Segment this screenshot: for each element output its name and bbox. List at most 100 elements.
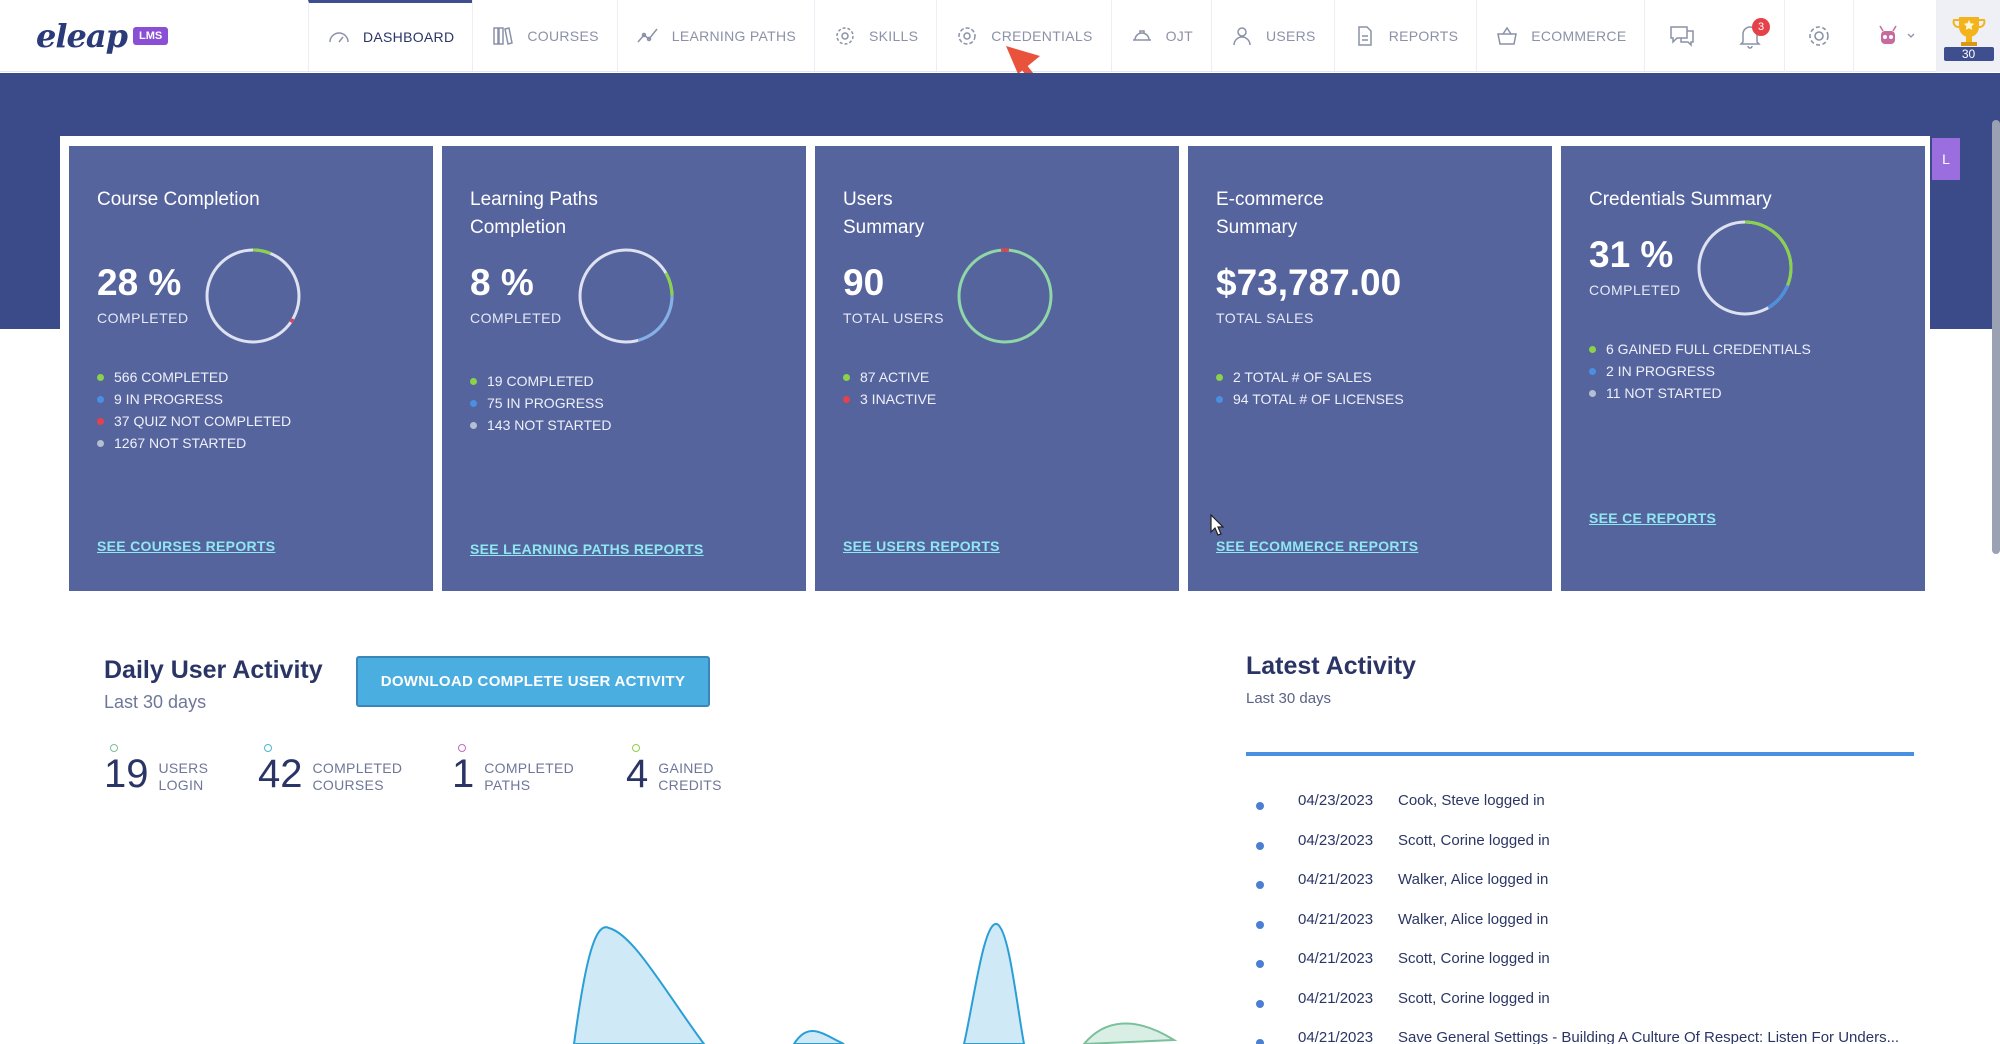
- stat-completed-paths: 1 COMPLETED PATHS: [452, 744, 584, 796]
- nav-dashboard[interactable]: DASHBOARD: [308, 0, 473, 71]
- card-metric: 8 %: [470, 262, 534, 303]
- legend-item: 75 IN PROGRESS: [470, 392, 778, 414]
- see-ce-reports-link[interactable]: SEE CE REPORTS: [1589, 510, 1717, 526]
- activity-date: 04/23/2023: [1298, 831, 1374, 849]
- learning-paths-completion-card: Learning Paths Completion 8 % COMPLETED …: [442, 146, 806, 591]
- points-count: 30: [1943, 47, 1994, 61]
- page-scrollbar[interactable]: [1992, 120, 2000, 554]
- stat-value: 1: [452, 752, 475, 796]
- logo[interactable]: eleap LMS: [0, 0, 308, 71]
- legend-item: 37 QUIZ NOT COMPLETED: [97, 410, 405, 432]
- legend-dot: [97, 373, 104, 381]
- list-item[interactable]: 04/21/2023 Save General Settings - Buildi…: [1246, 1029, 1914, 1044]
- trophy-points[interactable]: 30: [1936, 0, 2000, 72]
- books-icon: [493, 26, 514, 45]
- card-metric-label: TOTAL USERS: [843, 310, 944, 326]
- legend-text: 143 NOT STARTED: [487, 417, 612, 433]
- lms-badge: LMS: [132, 26, 169, 45]
- user-menu-button[interactable]: [1853, 0, 1936, 72]
- list-item[interactable]: 04/21/2023 Scott, Corine logged in: [1246, 950, 1914, 990]
- list-item[interactable]: 04/21/2023 Walker, Alice logged in: [1246, 871, 1914, 911]
- settings-button[interactable]: [1784, 0, 1853, 72]
- list-item[interactable]: 04/21/2023 Walker, Alice logged in: [1246, 911, 1914, 951]
- see-learning-paths-reports-link[interactable]: SEE LEARNING PATHS REPORTS: [470, 541, 704, 557]
- card-title: Users Summary: [843, 189, 925, 238]
- see-ecommerce-reports-link[interactable]: SEE ECOMMERCE REPORTS: [1216, 538, 1419, 554]
- list-item[interactable]: 04/21/2023 Scott, Corine logged in: [1246, 990, 1914, 1030]
- list-item[interactable]: 04/23/2023 Cook, Steve logged in: [1246, 792, 1914, 832]
- card-metric: 90: [843, 262, 885, 303]
- messages-button[interactable]: [1648, 0, 1716, 72]
- top-right-actions: 3 30: [1648, 0, 2000, 72]
- nav-ecommerce[interactable]: ECOMMERCE: [1476, 0, 1646, 71]
- legend-item: 87 ACTIVE: [843, 366, 1151, 388]
- nav-ojt[interactable]: OJT: [1110, 0, 1211, 71]
- legend-text: 2 IN PROGRESS: [1606, 363, 1715, 379]
- main-nav: DASHBOARD COURSES LEARNING PATHS SKILLS …: [308, 0, 1646, 71]
- download-user-activity-button[interactable]: DOWNLOAD COMPLETE USER ACTIVITY: [356, 656, 710, 707]
- legend-dot: [843, 395, 850, 403]
- nav-label: DASHBOARD: [363, 29, 455, 45]
- card-metric-label: COMPLETED: [97, 310, 189, 326]
- legend-dot: [1589, 389, 1596, 397]
- users-summary-card: Users Summary 90 TOTAL USERS 87 ACTIVE 3…: [815, 146, 1179, 591]
- learning-paths-donut: [578, 248, 674, 344]
- see-courses-reports-link[interactable]: SEE COURSES REPORTS: [97, 538, 276, 554]
- activity-text: Walker, Alice logged in: [1398, 871, 1549, 888]
- trend-line-icon: [637, 28, 658, 42]
- legend-text: 1267 NOT STARTED: [114, 435, 247, 451]
- legend-dot: [1589, 367, 1596, 375]
- course-completion-card: Course Completion 28 % COMPLETED 566 COM…: [69, 146, 433, 591]
- stat-value: 19: [104, 752, 149, 796]
- card-metric-label: COMPLETED: [1589, 282, 1681, 298]
- bullet: [1256, 960, 1264, 968]
- legend-dot: [97, 395, 104, 403]
- legend-item: 3 INACTIVE: [843, 388, 1151, 410]
- stat-label: COMPLETED PATHS: [484, 760, 575, 793]
- activity-area-1: [572, 926, 706, 1044]
- activity-area-2: [792, 1030, 845, 1044]
- activity-text: Scott, Corine logged in: [1398, 831, 1550, 849]
- card-title: Learning Paths Completion: [470, 189, 598, 238]
- bullet: [1256, 920, 1264, 929]
- top-navigation-bar: eleap LMS DASHBOARD COURSES LEARNING PAT…: [0, 0, 2000, 72]
- legend-item: 2 IN PROGRESS: [1589, 360, 1897, 382]
- avatar-robot-icon: [1879, 25, 1897, 44]
- legend-dot: [1216, 373, 1223, 381]
- basket-icon: [1497, 26, 1518, 45]
- nav-courses[interactable]: COURSES: [472, 0, 616, 71]
- gear-cog-icon: [836, 26, 854, 45]
- card-metric: 28 %: [97, 262, 182, 303]
- nav-users[interactable]: USERS: [1210, 0, 1334, 71]
- legend-item: 1267 NOT STARTED: [97, 432, 405, 454]
- notifications-button[interactable]: 3: [1716, 0, 1784, 72]
- nav-label: ECOMMERCE: [1531, 27, 1627, 44]
- nav-learning-paths[interactable]: LEARNING PATHS: [616, 0, 814, 71]
- stat-value: 4: [626, 752, 649, 796]
- nav-skills[interactable]: SKILLS: [814, 0, 936, 71]
- nav-credentials[interactable]: CREDENTIALS: [936, 0, 1110, 71]
- legend-dot: [1589, 345, 1596, 353]
- activity-date: 04/21/2023: [1298, 871, 1374, 888]
- legend-dot: [470, 399, 477, 407]
- card-legend: 19 COMPLETED 75 IN PROGRESS 143 NOT STAR…: [470, 370, 778, 436]
- legend-text: 19 COMPLETED: [487, 373, 594, 389]
- nav-reports[interactable]: REPORTS: [1333, 0, 1477, 71]
- gear-icon: [1809, 26, 1829, 46]
- card-legend: 87 ACTIVE 3 INACTIVE: [843, 366, 1151, 410]
- daily-user-activity-subtitle: Last 30 days: [104, 692, 207, 712]
- see-users-reports-link[interactable]: SEE USERS REPORTS: [843, 538, 1000, 554]
- users-summary-donut: [957, 248, 1053, 344]
- card-metric-label: TOTAL SALES: [1216, 310, 1314, 326]
- trophy-icon: [1952, 17, 1985, 46]
- legend-text: 11 NOT STARTED: [1606, 385, 1722, 401]
- side-tab[interactable]: L: [1932, 138, 1960, 180]
- legend-text: 75 IN PROGRESS: [487, 395, 604, 411]
- nav-label: OJT: [1165, 27, 1193, 44]
- user-icon: [1233, 26, 1251, 45]
- gauge-icon: [329, 32, 349, 43]
- legend-text: 566 COMPLETED: [114, 369, 229, 385]
- latest-activity-divider: [1246, 752, 1914, 756]
- activity-area-4: [1082, 1022, 1178, 1044]
- list-item[interactable]: 04/23/2023 Scott, Corine logged in: [1246, 832, 1914, 872]
